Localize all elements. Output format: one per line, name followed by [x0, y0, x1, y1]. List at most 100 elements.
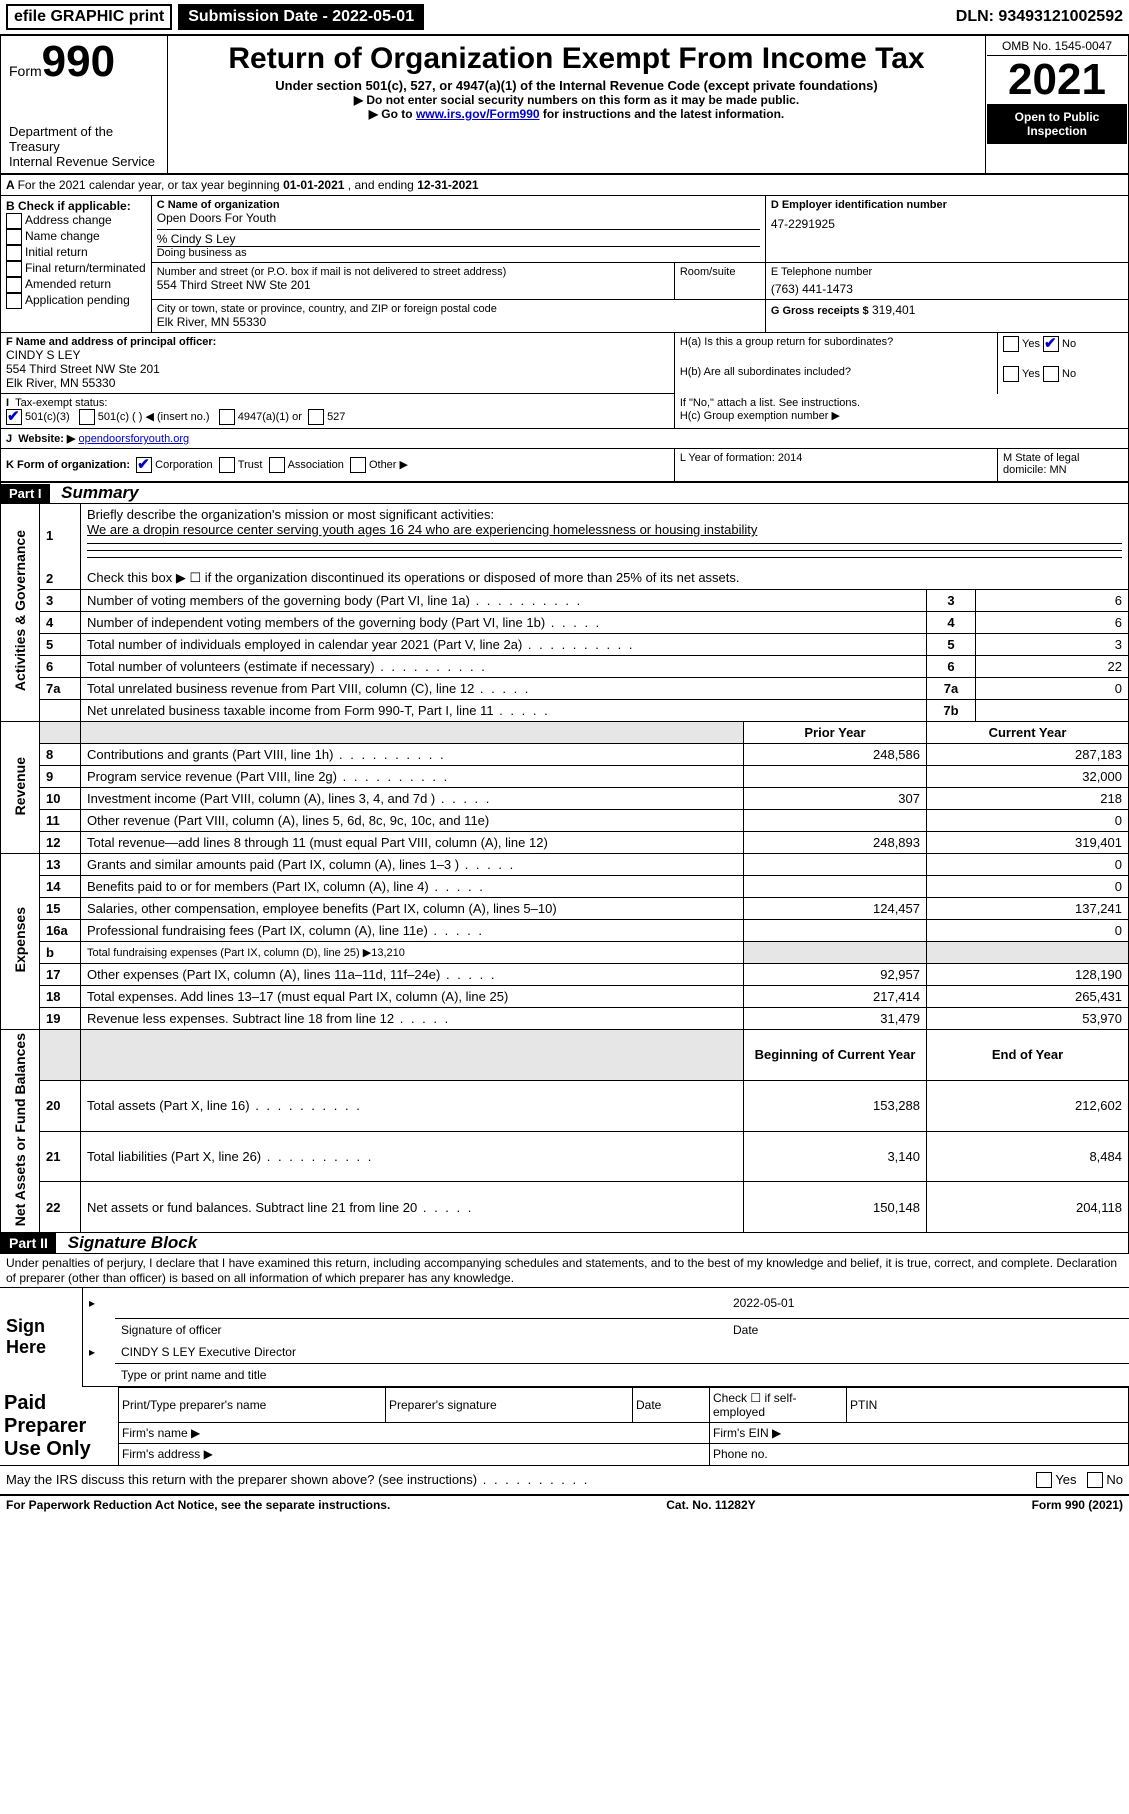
check-label-1: Name change: [25, 229, 100, 243]
officer-name: CINDY S LEY: [6, 348, 669, 362]
form-number: 990: [42, 37, 115, 86]
firm-name-label: Firm's name ▶: [119, 1423, 710, 1444]
check-label-3: Final return/terminated: [25, 261, 146, 275]
l7a: Total unrelated business revenue from Pa…: [87, 681, 474, 696]
city: Elk River, MN 55330: [157, 315, 760, 329]
e20: 212,602: [927, 1080, 1129, 1131]
c19: 53,970: [927, 1008, 1129, 1030]
v7b: [976, 700, 1129, 722]
footer-mid: Cat. No. 11282Y: [666, 1498, 755, 1512]
e22: 204,118: [927, 1182, 1129, 1233]
bcy-hdr: Beginning of Current Year: [744, 1030, 927, 1081]
v3: 6: [976, 590, 1129, 612]
check-label-0: Address change: [25, 213, 112, 227]
efile-print-button[interactable]: efile GRAPHIC print: [6, 4, 172, 30]
l17: Other expenses (Part IX, column (A), lin…: [87, 967, 440, 982]
officer-name-label: Type or print name and title: [115, 1364, 1129, 1387]
check-assoc[interactable]: [269, 457, 285, 473]
c13: 0: [927, 854, 1129, 876]
check-other[interactable]: [350, 457, 366, 473]
l20: Total assets (Part X, line 16): [87, 1098, 250, 1113]
check-4947[interactable]: [219, 409, 235, 425]
Hb-no[interactable]: [1043, 366, 1059, 382]
tax-end: 12-31-2021: [417, 178, 478, 192]
firm-ein-label: Firm's EIN ▶: [710, 1423, 1129, 1444]
gross-value: 319,401: [872, 303, 915, 317]
p11: [744, 810, 927, 832]
check-corp[interactable]: [136, 457, 152, 473]
M-state: M State of legal domicile: MN: [998, 449, 1129, 482]
tel-value: (763) 441-1473: [771, 282, 1123, 296]
footer-right: Form 990 (2021): [1032, 1498, 1123, 1512]
p15: 124,457: [744, 898, 927, 920]
form-title: Return of Organization Exempt From Incom…: [178, 42, 975, 76]
sig-officer-label: Signature of officer: [115, 1319, 727, 1342]
website-link[interactable]: opendoorsforyouth.org: [78, 433, 189, 445]
sign-here: Sign Here: [0, 1288, 83, 1387]
Ha-label: H(a) Is this a group return for subordin…: [680, 336, 893, 348]
p9: [744, 766, 927, 788]
orgname: Open Doors For Youth: [157, 211, 760, 225]
check-final-return[interactable]: [6, 261, 22, 277]
rowA-pre: For the 2021 calendar year, or tax year …: [18, 178, 284, 192]
footer-left: For Paperwork Reduction Act Notice, see …: [6, 1498, 390, 1512]
l9: Program service revenue (Part VIII, line…: [87, 769, 337, 784]
check-address-change[interactable]: [6, 213, 22, 229]
Hb-yes[interactable]: [1003, 366, 1019, 382]
p13: [744, 854, 927, 876]
prior-hdr: Prior Year: [744, 722, 927, 744]
officer-street: 554 Third Street NW Ste 201: [6, 362, 669, 376]
check-amended[interactable]: [6, 277, 22, 293]
careof: % Cindy S Ley: [157, 229, 760, 246]
tax-year: 2021: [987, 56, 1127, 104]
instructions-link[interactable]: www.irs.gov/Form990: [416, 107, 540, 121]
may-yes-label: Yes: [1055, 1472, 1076, 1487]
Ha-yes[interactable]: [1003, 336, 1019, 352]
opt-4947: 4947(a)(1) or: [238, 411, 302, 423]
check-trust[interactable]: [219, 457, 235, 473]
c18: 265,431: [927, 986, 1129, 1008]
firm-phone-label: Phone no.: [710, 1444, 1129, 1465]
check-name-change[interactable]: [6, 229, 22, 245]
may-no[interactable]: [1087, 1472, 1103, 1488]
p16a: [744, 920, 927, 942]
b22: 150,148: [744, 1182, 927, 1233]
c8: 287,183: [927, 744, 1129, 766]
l16b-val: 13,210: [371, 947, 405, 959]
check-initial-return[interactable]: [6, 245, 22, 261]
K-label: K Form of organization:: [6, 459, 130, 471]
opt-other: Other ▶: [369, 459, 408, 471]
check-501c[interactable]: [79, 409, 95, 425]
rowA-mid: , and ending: [348, 178, 417, 192]
l14: Benefits paid to or for members (Part IX…: [87, 879, 429, 894]
opt-501c: 501(c) ( ) ◀ (insert no.): [98, 411, 210, 423]
opt-527: 527: [327, 411, 345, 423]
yes-label: Yes: [1022, 338, 1040, 350]
opt-assoc: Association: [288, 459, 344, 471]
c16a: 0: [927, 920, 1129, 942]
check-527[interactable]: [308, 409, 324, 425]
check-app-pending[interactable]: [6, 293, 22, 309]
check-label-2: Initial return: [25, 245, 88, 259]
p12: 248,893: [744, 832, 927, 854]
l3: Number of voting members of the governin…: [87, 593, 470, 608]
v7a: 0: [976, 678, 1129, 700]
part2-title: Signature Block: [60, 1233, 197, 1252]
orgname-label: C Name of organization: [157, 199, 760, 211]
Ha-no[interactable]: [1043, 336, 1059, 352]
paid-preparer-title: Paid Preparer Use Only: [0, 1388, 119, 1466]
l7b: Net unrelated business taxable income fr…: [87, 703, 494, 718]
current-hdr: Current Year: [927, 722, 1129, 744]
declaration-text: Under penalties of perjury, I declare th…: [0, 1254, 1129, 1287]
may-yes[interactable]: [1036, 1472, 1052, 1488]
opt-corp: Corporation: [155, 459, 212, 471]
p14: [744, 876, 927, 898]
check-501c3[interactable]: [6, 409, 22, 425]
tel-label: E Telephone number: [771, 266, 1123, 278]
checkbox-B-label: B Check if applicable:: [6, 199, 146, 213]
v4: 6: [976, 612, 1129, 634]
firm-addr-label: Firm's address ▶: [119, 1444, 710, 1465]
gross-label: G Gross receipts $: [771, 305, 869, 317]
c15: 137,241: [927, 898, 1129, 920]
l15: Salaries, other compensation, employee b…: [87, 901, 557, 916]
